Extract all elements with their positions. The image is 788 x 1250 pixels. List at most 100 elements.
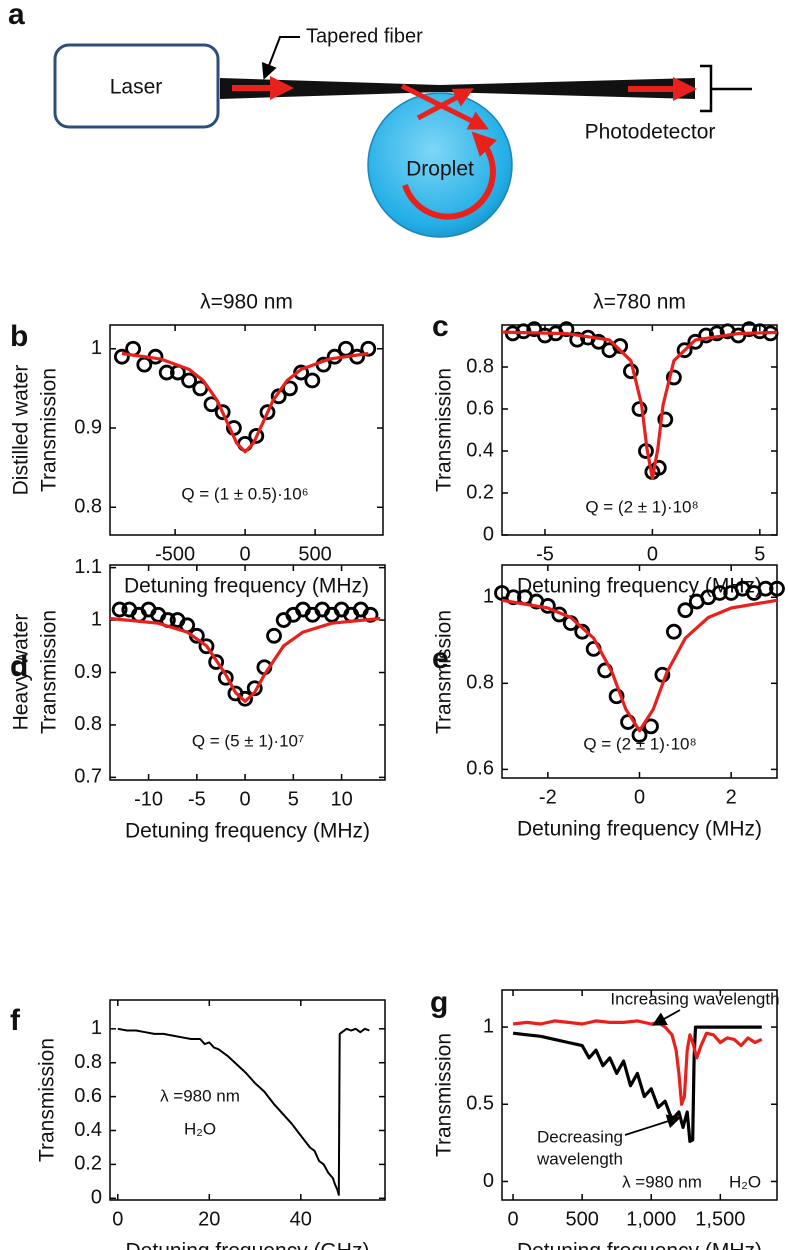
chart-title: λ=780 nm [593,291,686,314]
x-tick-label: 0 [240,543,251,565]
annotation: λ =980 nm [160,1086,240,1105]
x-tick-label: -5 [536,543,554,565]
chart: d Detuning frequency (MHz) Heavy water Tran… [10,556,386,843]
y-axis-label: Distilled water [10,365,33,496]
annotation: Q = (5 ± 1)·10⁷ [192,731,304,750]
panel-letter: d [10,650,28,683]
laser-box [53,43,220,129]
annotation: wavelength [536,1149,623,1168]
y-tick-label: 1 [91,337,102,359]
x-tick-label: 1,000 [626,1208,676,1230]
data-point [558,321,575,338]
y-tick-label: 0.8 [74,713,102,735]
data-point [769,580,785,597]
data-line [117,1027,370,1196]
data-point [657,411,674,428]
plot-frame [109,324,384,536]
data-point [569,331,586,348]
data-point [217,669,234,686]
data-point [266,627,282,644]
circulating-light [402,131,497,220]
x-tick-label: 5 [288,788,299,810]
data-point [677,602,694,619]
x-tick-label: 0 [112,1208,123,1230]
y-tick-label: 0.8 [74,496,102,518]
data-line [501,330,778,480]
data-point [246,680,263,697]
photodetector [700,64,752,113]
y-tick-label: 0.6 [466,397,494,419]
data-point [360,340,377,357]
x-axis-label: Detuning frequency (GHz) [126,1240,370,1250]
x-tick-label: 0 [647,543,658,565]
x-tick-label: 40 [290,1208,312,1230]
x-tick-label: 0 [634,786,645,808]
data-point [181,372,198,389]
data-point [114,348,130,365]
y-axis-label: Transmission [36,1038,59,1162]
x-tick-label: -10 [134,788,163,810]
x-tick-label: 0 [507,1208,518,1230]
x-tick-label: 500 [565,1208,598,1230]
data-line [512,1025,762,1143]
y-tick-label: 0.8 [466,672,494,694]
y-tick-label: 0 [91,1187,102,1209]
annotation-arrow [624,1114,682,1136]
panel-letter: a [8,0,25,31]
chart: f Detuning frequency (GHz) Transmission 0 20… [10,999,386,1250]
data-point [248,428,265,444]
y-axis-label: Transmission [38,368,61,492]
x-axis-label: Detuning frequency (MHz) [517,818,762,841]
data-point [237,690,253,707]
y-tick-label: 0.8 [74,1051,102,1073]
annotation: H₂O [184,1119,216,1138]
y-tick-label: 0.9 [74,416,102,438]
x-axis-label: Detuning frequency (MHz) [125,820,370,843]
y-axis-label: Transmission [433,1033,456,1157]
laser-label: Laser [110,76,163,99]
data-point [650,459,667,476]
data-point [698,327,715,344]
fiber-label: Tapered fiber [306,25,423,47]
x-tick-label: -5 [188,788,206,810]
data-point [741,321,757,338]
plot-frame [501,989,778,1201]
data-point [362,606,379,623]
annotation-arrow [651,1009,681,1026]
plot-frame [109,999,386,1201]
panel-letter: f [10,1004,21,1037]
y-tick-label: 0 [483,523,494,545]
y-tick-label: 0.7 [74,766,102,788]
y-tick-label: 1.1 [74,556,102,578]
x-tick-label: -2 [539,786,557,808]
chart: e Detuning frequency (MHz) Transmission -2 0… [432,564,785,841]
chart: g Detuning frequency (MHz) Transmission 0 50… [430,986,780,1250]
panel-letter: e [432,642,449,675]
x-tick-label: -500 [155,543,195,565]
data-point [111,601,128,618]
data-point [676,342,693,359]
data-point [214,404,231,421]
y-tick-label: 0.5 [466,1093,494,1115]
y-tick-label: 0.6 [74,1085,102,1107]
data-point [590,333,607,350]
chart: c λ=780 nm Detuning frequency (MHz) Transmi… [432,291,779,598]
setup-diagram: a Laser Droplet Photodetector Tapered fi… [8,0,752,238]
x-tick-label: 20 [198,1208,220,1230]
data-point [158,364,175,381]
y-tick-label: 0 [483,1170,494,1192]
panel-letter: g [430,986,448,1019]
data-point [208,654,225,670]
y-tick-label: 0.2 [466,481,494,503]
y-tick-label: 1 [483,1015,494,1037]
y-tick-label: 1 [91,608,102,630]
y-tick-label: 0.8 [466,355,494,377]
x-tick-label: 1,500 [695,1208,745,1230]
y-axis-label: Heavy water [10,614,33,731]
data-point [665,623,682,640]
droplet-label: Droplet [406,158,474,181]
chart-title: λ=980 nm [200,291,293,314]
data-point [198,638,215,655]
